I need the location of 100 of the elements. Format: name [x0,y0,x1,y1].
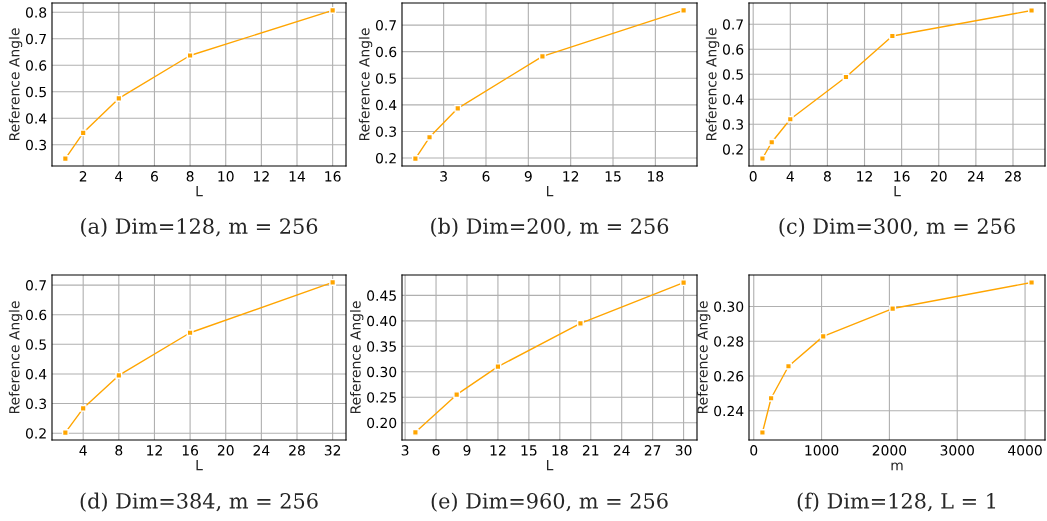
x-tick-label: 20 [217,445,234,456]
x-tick-label: 1000 [805,445,839,456]
x-axis-title: L [196,460,203,471]
point [454,104,462,112]
y-axis-title: Reference Angle [705,28,720,141]
text: (a) Dim=128, m = 256 [81,217,318,237]
y-tick-label: 0.7 [25,33,46,45]
x-tick-label: 2000 [872,445,907,456]
y-tick-label: 0.2 [375,152,396,164]
x-tick-label: 8 [823,171,831,182]
x-tick-label: 30 [675,445,692,456]
x-tick-label: 6 [482,171,490,182]
y-tick-label: 0.45 [367,290,396,301]
y-axis-title: Reference Angle [696,301,711,414]
x-tick-label: 6 [151,171,158,182]
y-tick-label: 0.8 [25,7,47,18]
x-tick-label: 24 [253,445,270,456]
text: (b) Dim=200, m = 256 [431,217,669,237]
y-tick-label: 0.30 [714,301,744,312]
x-tick-label: 12 [490,445,506,456]
x-tick-label: 3000 [940,445,974,456]
point [186,52,194,59]
y-tick-label: 0.20 [367,417,397,429]
x-axis-title: L [196,186,203,197]
point [494,363,502,371]
point [768,138,776,146]
x-tick-label: 15 [605,171,621,182]
y-tick-label: 0.30 [367,366,397,378]
x-tick-label: 9 [463,445,471,456]
y-tick-label: 0.3 [375,126,397,137]
x-tick-label: 15 [521,445,537,456]
y-tick-label: 0.3 [722,119,744,130]
x-axis-title: L [546,186,554,197]
x-tick-label: 18 [648,171,664,182]
x-tick-label: 12 [147,445,162,456]
x-tick-label: 18 [552,445,568,456]
y-tick-label: 0.2 [722,144,743,155]
y-axis-title: Reference Angle [8,28,23,141]
point [186,329,194,337]
x-tick-label: 9 [524,171,532,182]
y-tick-label: 0.6 [25,60,47,71]
x-tick-label: 4 [79,445,87,456]
x-tick-label: 8 [186,171,194,182]
y-tick-label: 0.5 [722,69,743,80]
x-tick-label: 32 [324,445,341,456]
point [576,319,584,327]
x-tick-label: 21 [582,445,599,456]
x-tick-label: 16 [182,445,199,456]
y-axis-title: Reference Angle [8,301,23,414]
x-axis-title: m [891,462,903,471]
y-tick-label: 0.5 [375,73,396,84]
text: (e) Dim=960, m = 256 [431,492,668,512]
y-tick-label: 0.3 [25,398,47,410]
x-tick-label: 0 [750,445,758,456]
point [786,115,794,123]
x-tick-label: 16 [325,171,341,182]
y-tick-label: 0.7 [722,19,743,30]
point [329,6,337,14]
y-tick-label: 0.3 [25,139,47,151]
y-tick-label: 0.35 [367,341,396,352]
y-tick-label: 0.6 [25,309,47,321]
y-tick-label: 0.4 [25,368,47,380]
y-tick-label: 0.26 [714,370,744,382]
y-axis-title: Reference Angle [349,301,364,414]
x-tick-label: 24 [613,445,630,456]
y-tick-label: 0.25 [367,392,396,403]
point [329,278,337,286]
y-tick-label: 0.4 [375,99,397,111]
y-tick-label: 0.6 [375,46,397,58]
x-tick-label: 28 [1005,171,1021,182]
y-tick-label: 0.5 [25,339,46,350]
x-tick-label: 4 [115,171,123,182]
x-tick-label: 3 [401,445,409,456]
y-tick-label: 0.28 [714,336,744,347]
point [115,371,123,379]
x-tick-label: 3 [440,171,447,182]
x-tick-label: 14 [289,171,306,182]
text: (c) Dim=300, m = 256 [779,217,1015,237]
x-tick-label: 10 [218,171,234,182]
y-tick-label: 0.40 [367,315,397,327]
y-tick-label: 0.6 [722,44,744,55]
y-tick-label: 0.24 [714,405,744,417]
y-tick-label: 0.2 [25,428,46,439]
y-axis-title: Reference Angle [358,28,373,141]
x-tick-label: 0 [749,171,757,182]
x-tick-label: 16 [894,171,910,182]
point [889,305,897,313]
y-tick-label: 0.4 [25,113,47,124]
x-tick-label: 2 [79,171,87,182]
x-tick-label: 28 [289,445,305,456]
x-tick-label: 24 [968,171,984,182]
point [453,391,461,399]
y-tick-label: 0.4 [722,94,744,105]
point [426,133,433,141]
text: (f) Dim=128, L = 1 [797,492,996,512]
y-tick-label: 0.5 [25,86,46,98]
x-axis-title: L [894,186,901,197]
x-axis-title: L [546,460,554,471]
point [79,404,87,412]
text: (d) Dim=384, m = 256 [80,492,318,512]
